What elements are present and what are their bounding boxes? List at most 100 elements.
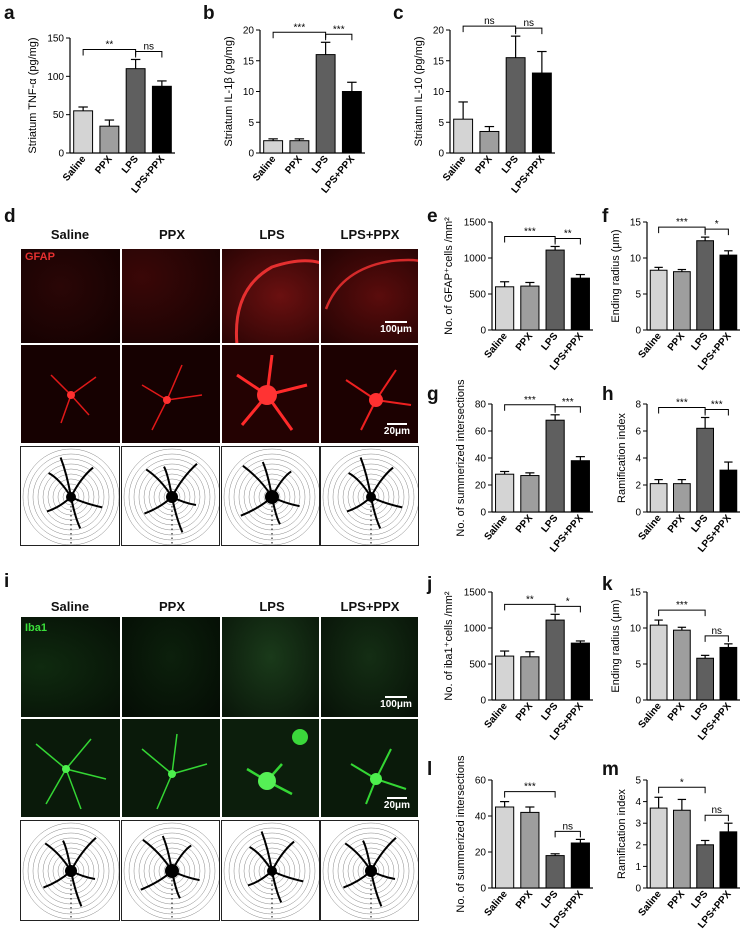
panel-label-m: m <box>602 759 619 780</box>
sholl-soma <box>365 865 377 877</box>
y-tick-label: 60 <box>475 427 487 438</box>
y-tick-label: 5 <box>635 290 641 301</box>
chart-j-iba1-count: 0 500 1000 1500 No. of iba1⁺cells /mm² Saline… <box>443 588 593 743</box>
y-tick-label: 8 <box>635 400 641 411</box>
significance-label: *** <box>562 397 574 408</box>
sholl-ring <box>233 832 311 910</box>
bar-ppx <box>479 130 500 154</box>
x-tick-label: Saline <box>441 154 469 184</box>
sholl-branch <box>171 462 198 498</box>
significance-label: * <box>715 219 719 230</box>
astrocyte-lpsppx <box>345 369 412 431</box>
y-tick-label: 4 <box>635 797 641 808</box>
y-tick-label: 100 <box>47 72 64 83</box>
y-axis-label: Ending radius (μm) <box>610 599 622 692</box>
bar-saline <box>649 269 668 331</box>
sholl-ring <box>258 483 286 511</box>
significance-label: *** <box>676 600 688 611</box>
astrocyte-ppx <box>141 364 203 431</box>
x-tick-label: PPX <box>666 889 688 912</box>
sholl-branch <box>370 836 397 872</box>
sholl-ring <box>332 458 410 536</box>
d-col-lpsppx: LPS+PPX <box>340 227 400 242</box>
y-axis-label: Striatum IL-10 (pg/mg) <box>413 36 425 146</box>
sholl-ring <box>133 832 211 910</box>
significance-label: *** <box>711 400 723 411</box>
chart-b-il1b: 0 5 10 15 20 Striatum IL-1β (pg/mg) Saline PPX L… <box>223 22 365 196</box>
bar-lps-ppx <box>719 646 738 701</box>
y-tick-label: 0 <box>480 326 486 337</box>
bar-lps <box>545 419 565 513</box>
gfap-low-lpsppx <box>320 248 419 344</box>
x-tick-label: PPX <box>514 889 536 912</box>
bar-lps-ppx <box>570 277 590 331</box>
gfap-high-lps <box>221 344 320 444</box>
sholl-ring <box>158 483 186 511</box>
significance-bracket <box>504 791 556 798</box>
panel-label-c: c <box>393 3 404 24</box>
bar-lps-ppx <box>570 642 590 701</box>
sholl-ring <box>62 862 80 880</box>
sholl-ring <box>362 862 380 880</box>
sholl-soma <box>66 492 76 502</box>
y-tick-label: 5 <box>248 118 254 129</box>
x-tick-label: Saline <box>61 154 89 184</box>
x-tick-label: PPX <box>473 154 495 177</box>
bar-saline <box>495 806 515 889</box>
panel-label-f: f <box>602 206 609 227</box>
bar-saline <box>73 110 94 154</box>
sholl-ring <box>27 827 115 915</box>
significance-label: *** <box>294 22 306 33</box>
y-tick-label: 0 <box>58 149 64 160</box>
y-tick-label: 0 <box>480 884 486 895</box>
significance-label: ns <box>484 16 495 27</box>
y-tick-label: 0 <box>480 508 486 519</box>
gfap-low-lps <box>221 248 320 344</box>
sholl-ring <box>223 448 319 545</box>
x-tick-label: Saline <box>483 331 511 361</box>
bar-lps <box>505 57 526 154</box>
significance-label: ns <box>711 805 722 816</box>
sholl-ring <box>62 488 80 506</box>
sholl-branch <box>70 836 97 872</box>
sholl-ring <box>223 822 319 920</box>
sholl-soma <box>166 491 178 503</box>
iba1-high-lps <box>221 718 320 818</box>
i-scalebar-20-text: 20μm <box>383 800 411 811</box>
bar-ppx <box>520 656 540 701</box>
x-tick-label: LPS <box>689 889 710 911</box>
sholl-branch <box>271 840 295 872</box>
bar-ppx <box>99 125 120 154</box>
significance-label: * <box>680 777 684 788</box>
d-scalebar-100-text: 100μm <box>380 324 412 335</box>
bar-ppx <box>673 271 691 331</box>
sholl-branch <box>370 466 394 498</box>
bar-saline <box>495 286 515 331</box>
iba1-high-ppx <box>121 718 221 818</box>
gfap-lps-tissue-edge <box>234 259 319 343</box>
sholl-ring <box>57 857 85 885</box>
sholl-ring <box>263 488 281 506</box>
gfap-high-saline <box>20 344 121 444</box>
sholl-iba1-ppx <box>121 820 220 921</box>
bar-ppx <box>673 483 691 513</box>
y-tick-label: 6 <box>635 427 641 438</box>
x-tick-label: LPS <box>539 331 560 353</box>
significance-label: *** <box>333 24 345 35</box>
bar-lps <box>696 240 714 331</box>
bar-ppx <box>520 285 540 331</box>
sholl-soma <box>265 490 279 504</box>
sholl-ring <box>22 448 119 545</box>
significance-label: *** <box>676 217 688 228</box>
y-tick-label: 5 <box>438 118 444 129</box>
bar-ppx <box>673 629 691 701</box>
y-tick-label: 20 <box>243 26 255 37</box>
y-tick-label: 10 <box>630 624 642 635</box>
sholl-soma <box>65 865 77 877</box>
x-tick-label: Saline <box>483 513 511 543</box>
bar-ppx <box>289 140 310 154</box>
x-tick-label: LPS <box>310 154 331 176</box>
y-tick-label: 1500 <box>464 588 487 599</box>
